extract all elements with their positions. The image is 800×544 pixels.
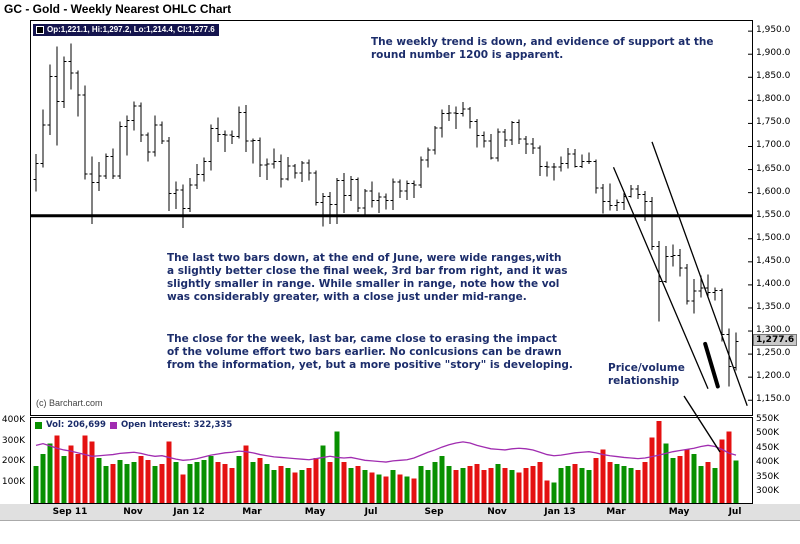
volume-tick-label: 200K	[1, 456, 25, 466]
price-tick-label: 1,550.0	[756, 209, 791, 220]
time-tick-label: Nov	[123, 507, 143, 517]
price-tick-label: 1,700.0	[756, 140, 791, 151]
price-tick-label: 1,150.0	[756, 394, 791, 405]
time-tick-label: Jan 12	[173, 507, 205, 517]
time-tick-label: Sep	[424, 507, 444, 517]
chart-title: GC - Gold - Weekly Nearest OHLC Chart	[4, 2, 232, 16]
copyright-watermark: (c) Barchart.com	[36, 398, 103, 408]
time-tick-label: Nov	[487, 507, 507, 517]
current-price-tag: 1,277.6	[753, 334, 798, 347]
annotation-trend: The weekly trend is down, and evidence o…	[371, 36, 714, 61]
annotation-bars-analysis: The last two bars down, at the end of Ju…	[167, 252, 568, 303]
open-interest-legend-label: Open Interest: 322,335	[120, 420, 233, 430]
ohlc-chart	[31, 30, 752, 406]
volume-tick-label: 100K	[1, 476, 25, 487]
price-axis: 1,277.6 1,950.0 1,900.0 1,850.0 1,800.0 1,75…	[753, 20, 800, 416]
volume-tick-label: 400K	[1, 415, 25, 425]
volume-panel: Vol: 206,699 Open Interest: 322,335	[30, 417, 753, 504]
emphasis-stroke	[703, 341, 720, 389]
price-tick-label: 1,500.0	[756, 232, 791, 243]
volume-legend: Vol: 206,699 Open Interest: 322,335	[35, 420, 232, 430]
annotation-price-volume: Price/volume relationship	[608, 362, 685, 387]
price-tick-label: 1,400.0	[756, 278, 791, 289]
open-interest-axis: 550K 500K 450K 400K 350K 300K	[756, 414, 800, 504]
time-axis: Sep 11 Nov Jan 12 Mar May Jul Sep Nov Jan 13 Mar M…	[0, 504, 800, 521]
volume-legend-swatch	[35, 421, 42, 429]
open-interest-tick-label: 350K	[756, 471, 780, 482]
volume-chart	[33, 421, 739, 503]
annotation-close-analysis: The close for the week, last bar, came c…	[167, 333, 573, 371]
price-tick-label: 1,650.0	[756, 163, 791, 174]
ohlc-legend: Op:1,221.1, Hi:1,297.2, Lo:1,214.4, Cl:1…	[33, 24, 219, 36]
price-tick-label: 1,800.0	[756, 94, 791, 105]
price-tick-label: 1,950.0	[756, 25, 791, 36]
price-tick-label: 1,900.0	[756, 48, 791, 59]
time-tick-label: Mar	[606, 507, 626, 517]
price-tick-label: 1,350.0	[756, 301, 791, 312]
open-interest-line	[35, 441, 737, 463]
price-tick-label: 1,200.0	[756, 371, 791, 382]
price-tick-label: 1,450.0	[756, 255, 791, 266]
time-tick-label: Jul	[364, 507, 378, 517]
open-interest-tick-label: 550K	[756, 414, 780, 424]
ohlc-bars	[33, 43, 739, 387]
time-tick-label: Jan 13	[544, 507, 576, 517]
price-tick-label: 1,750.0	[756, 117, 791, 128]
price-tick-label: 1,300.0	[756, 325, 791, 336]
price-tick-label: 1,250.0	[756, 348, 791, 359]
time-tick-label: Mar	[242, 507, 262, 517]
time-tick-label: Jul	[728, 507, 742, 517]
price-tick-label: 1,850.0	[756, 71, 791, 82]
price-chart-panel: Op:1,221.1, Hi:1,297.2, Lo:1,214.4, Cl:1…	[30, 20, 753, 416]
ohlc-values: Op:1,221.1, Hi:1,297.2, Lo:1,214.4, Cl:1…	[47, 25, 215, 34]
time-tick-label: May	[304, 507, 326, 517]
volume-legend-label: Vol: 206,699	[46, 420, 106, 430]
ohlc-legend-marker-icon	[36, 25, 44, 34]
open-interest-legend-swatch	[109, 421, 117, 429]
open-interest-tick-label: 450K	[756, 442, 780, 453]
open-interest-tick-label: 400K	[756, 457, 780, 468]
time-tick-label: May	[668, 507, 690, 517]
volume-tick-label: 300K	[1, 435, 25, 446]
trend-channel-lines	[612, 141, 748, 406]
volume-bars	[33, 421, 739, 503]
price-tick-label: 1,600.0	[756, 186, 791, 197]
open-interest-tick-label: 300K	[756, 486, 780, 496]
open-interest-tick-label: 500K	[756, 428, 780, 439]
time-tick-label: Sep 11	[52, 507, 88, 517]
volume-axis-left: 400K 300K 200K 100K	[0, 415, 27, 504]
